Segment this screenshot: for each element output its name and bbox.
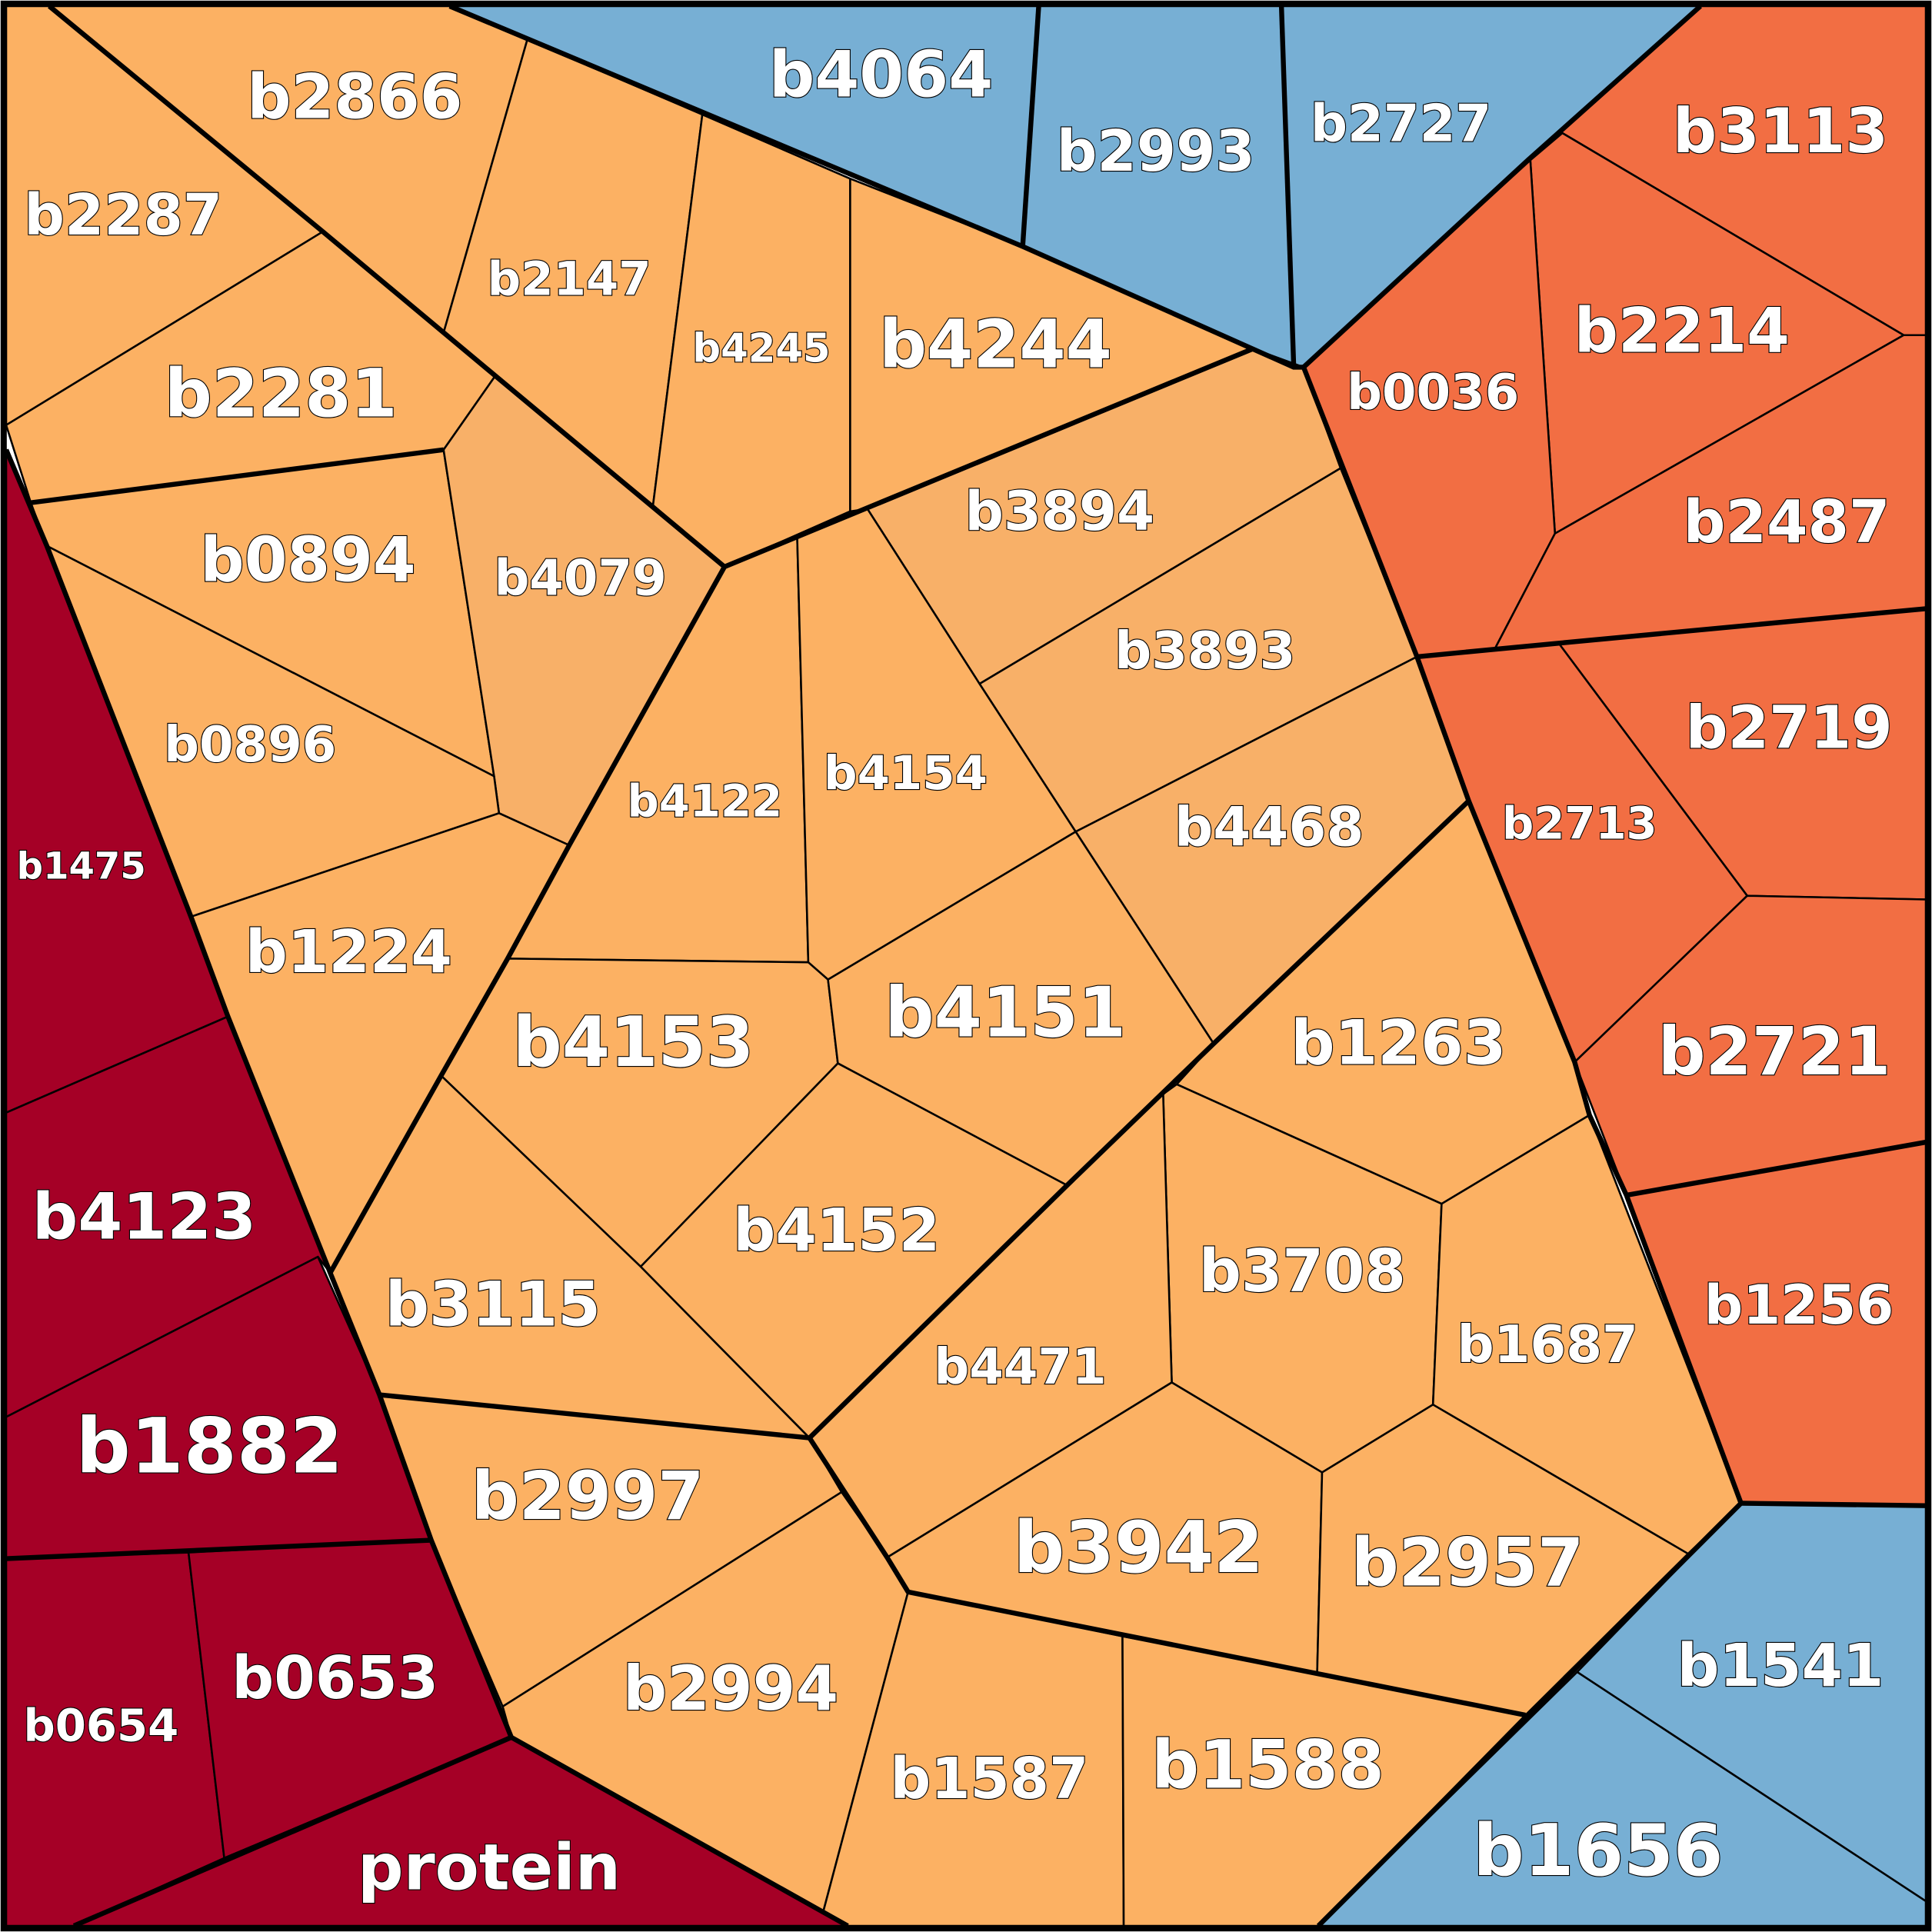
group-border-line — [1417, 606, 1927, 660]
cell-label-b2866: b2866 — [247, 61, 462, 132]
group-border-line — [30, 447, 445, 505]
cell-label-b4244: b4244 — [879, 306, 1112, 383]
cell-label-b1588: b1588 — [1151, 1727, 1384, 1804]
cell-label-b4245: b4245 — [692, 326, 830, 372]
cell-label-b0896: b0896 — [164, 717, 336, 774]
group-borders — [4, 4, 1927, 1928]
cell-label-b2281: b2281 — [165, 355, 398, 432]
group-border-line — [1020, 5, 1041, 247]
cell-label-b2147: b2147 — [488, 251, 651, 306]
cell-label-b0894: b0894 — [200, 525, 415, 596]
cell-label-b4079: b4079 — [494, 551, 666, 608]
cell-label-b2214: b2214 — [1574, 295, 1790, 367]
cell-label-b4151: b4151 — [884, 974, 1126, 1054]
cell-label-b4153: b4153 — [513, 1003, 754, 1083]
cell-label-b4122: b4122 — [627, 775, 782, 828]
cell-label-b0654: b0654 — [23, 1699, 178, 1751]
group-border-line — [5, 1537, 431, 1561]
cell-label-b2997: b2997 — [471, 1458, 705, 1535]
cell-label-b2727: b2727 — [1311, 94, 1491, 154]
cell-label-b4471: b4471 — [934, 1339, 1106, 1396]
group-border-line — [72, 1734, 513, 1928]
cell-label-b2721: b2721 — [1658, 1014, 1891, 1091]
cell-label-b4152: b4152 — [733, 1197, 940, 1265]
cell-label-b4468: b4468 — [1174, 795, 1364, 858]
cell-label-b3115: b3115 — [385, 1268, 601, 1340]
cell-label-b3894: b3894 — [964, 480, 1154, 543]
cell-label-b3708: b3708 — [1199, 1237, 1406, 1306]
cell-label-b0036: b0036 — [1347, 365, 1519, 421]
cell-label-b1256: b1256 — [1704, 1274, 1894, 1337]
cell-label-b2487: b2487 — [1683, 488, 1890, 557]
cell-label-b2287: b2287 — [24, 183, 222, 248]
cell-label-protein: protein — [358, 1830, 621, 1904]
group-border-line — [48, 4, 1254, 570]
cell-label-b3942: b3942 — [1014, 1506, 1264, 1589]
cell-label-b2994: b2994 — [623, 1653, 838, 1724]
cell-label-b4064: b4064 — [769, 37, 993, 112]
cell-label-b1587: b1587 — [891, 1747, 1089, 1812]
group-border-line — [1740, 1501, 1927, 1508]
cell-label-b2993: b2993 — [1057, 119, 1255, 185]
cell-label-b4154: b4154 — [824, 746, 988, 801]
group-border-line — [448, 4, 1304, 370]
group-border-line — [328, 565, 727, 1274]
cell-label-b1541: b1541 — [1677, 1632, 1884, 1700]
group-border-line — [1301, 4, 1744, 1928]
cell-label-b2957: b2957 — [1351, 1525, 1584, 1602]
group-border-line — [379, 799, 1471, 1441]
cells-layer — [5, 5, 1927, 1927]
cell-label-b1882: b1882 — [76, 1403, 344, 1491]
cell-label-b4123: b4123 — [32, 1180, 256, 1254]
group-border-line — [807, 1436, 1526, 1718]
group-border-line — [1278, 5, 1297, 368]
cell-label-b0653: b0653 — [232, 1644, 438, 1713]
cell-label-b1224: b1224 — [245, 918, 452, 987]
cell-label-b1687: b1687 — [1457, 1314, 1637, 1374]
cell-label-b3113: b3113 — [1673, 95, 1888, 167]
cell-label-b1656: b1656 — [1473, 1809, 1723, 1892]
cell-label-b1263: b1263 — [1291, 1008, 1506, 1079]
cell-label-b3893: b3893 — [1114, 621, 1295, 681]
labels-layer: b4064 b2993 b2727 b3113 b2214 b0036 b2487 b2719… — [16, 36, 1895, 1905]
cell-label-b1475: b1475 — [17, 844, 146, 888]
group-border-line — [1626, 1139, 1927, 1198]
cell-label-b2719: b2719 — [1686, 695, 1893, 763]
cell-label-b2713: b2713 — [1502, 798, 1657, 850]
